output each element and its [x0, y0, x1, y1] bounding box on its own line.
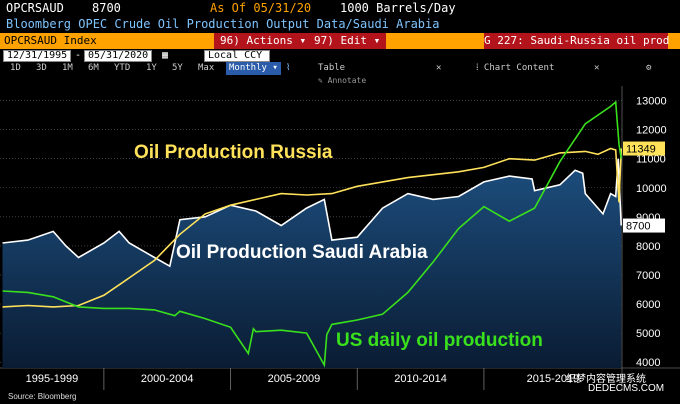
period-max[interactable]: Max: [198, 63, 215, 73]
as-of-date: As Of 05/31/20: [210, 1, 312, 15]
frequency-select[interactable]: Monthly ▾: [226, 62, 281, 75]
y-tick-label: 7000: [636, 270, 660, 282]
date-separator: -: [75, 50, 82, 61]
annotate-button[interactable]: ✎ Annotate: [318, 76, 367, 85]
period-1m[interactable]: 1M: [62, 63, 73, 73]
ticker-label: OPCRSAUD: [6, 1, 64, 15]
saudi-last-value: 8700: [626, 221, 650, 233]
date-controls: 12/31/1995 - 05/31/2020 ▦ Local CCY: [0, 49, 680, 62]
function-toolbar: OPCRSAUD Index 96) Actions ▾ 97) Edit ▾ …: [0, 33, 680, 49]
source-label: Source: Bloomberg: [8, 392, 77, 401]
saudi-last-value-box: [623, 218, 665, 233]
y-tick-label: 12000: [636, 125, 667, 137]
edit-menu[interactable]: 97) Edit ▾: [308, 33, 387, 49]
index-field[interactable]: OPCRSAUD Index: [4, 34, 97, 47]
x-period-label: 2005-2009: [268, 373, 321, 385]
russia-last-value-box: [623, 141, 665, 156]
series-annotations: Oil Production Russia Oil Production Saud…: [134, 142, 543, 351]
description-bar: Bloomberg OPEC Crude Oil Production Outp…: [0, 16, 680, 33]
chevron-down-icon: ▾: [299, 34, 307, 47]
gear-icon[interactable]: ⚙: [646, 63, 652, 73]
actions-label: 96) Actions: [220, 34, 293, 47]
line-chart-icon[interactable]: ⌇: [286, 63, 291, 73]
period-1d[interactable]: 1D: [10, 63, 21, 73]
annotate-bar: ✎ Annotate: [0, 75, 680, 86]
series-annotation: Oil Production Saudi Arabia: [176, 242, 428, 263]
y-tick-label: 13000: [636, 96, 667, 108]
period-1y[interactable]: 1Y: [146, 63, 157, 73]
chart-content-label: Chart Content: [483, 63, 555, 73]
graph-title: G 227: Saudi-Russia oil prod: [484, 33, 670, 49]
us-series-line: [2, 100, 622, 368]
x-axis-periods: 1995-1999 2000-2004 2005-2009 2010-2014 2015…: [26, 368, 580, 390]
annotate-label: Annotate: [327, 76, 367, 85]
period-ytd[interactable]: YTD: [114, 63, 131, 73]
frequency-label: Monthly: [229, 63, 267, 73]
y-tick-label: 11000: [636, 154, 666, 166]
chart-content-menu[interactable]: ⁞ Chart Content: [476, 63, 555, 73]
y-tick-label: 4000: [636, 357, 660, 369]
period-6m[interactable]: 6M: [88, 63, 99, 73]
table-button[interactable]: Table: [318, 63, 346, 73]
calendar-icon[interactable]: ▦: [162, 50, 169, 61]
security-header: OPCRSAUD 8700 As Of 05/31/20 1000 Barrel…: [0, 0, 680, 16]
period-3d[interactable]: 3D: [36, 63, 47, 73]
edit-label: 97) Edit: [314, 34, 367, 47]
saudi-series-line: [2, 158, 622, 268]
russia-last-value: 11349: [626, 144, 656, 156]
y-axis-ticks: 4000500060007000800090001000011000120001…: [636, 96, 667, 370]
currency-select[interactable]: Local CCY: [204, 50, 270, 62]
last-value: 8700: [92, 1, 121, 15]
start-date-field[interactable]: 12/31/1995: [3, 50, 72, 62]
watermark-text: 织梦内容管理系统: [566, 374, 646, 385]
series-annotation: Oil Production Russia: [134, 142, 333, 163]
chevron-down-icon: ▾: [373, 34, 381, 47]
y-tick-label: 6000: [636, 299, 660, 311]
x-period-label: 2010-2014: [394, 373, 447, 385]
watermark-url: DEDECMS.COM: [588, 383, 665, 394]
end-date-field[interactable]: 05/31/2020: [84, 50, 153, 62]
x-period-label: 2015-2019: [527, 373, 580, 385]
period-5y[interactable]: 5Y: [172, 63, 183, 73]
close-icon[interactable]: ✕: [594, 63, 600, 73]
saudi-area-fill: [2, 158, 622, 368]
russia-series-line: [2, 147, 622, 308]
period-toolbar: 1D 3D 1M 6M YTD 1Y 5Y Max Monthly ▾ ⌇ Ta…: [0, 62, 680, 75]
series-annotation: US daily oil production: [336, 330, 543, 351]
series-description: Bloomberg OPEC Crude Oil Production Outp…: [6, 17, 440, 31]
actions-menu[interactable]: 96) Actions ▾: [214, 33, 313, 49]
x-period-label: 1995-1999: [26, 373, 79, 385]
last-value-labels: 11349 8700: [623, 141, 665, 233]
y-tick-label: 10000: [636, 183, 667, 195]
chart-area: 4000500060007000800090001000011000120001…: [0, 86, 680, 390]
x-period-label: 2000-2004: [141, 373, 194, 385]
pointer-left-icon[interactable]: ✕: [436, 63, 442, 73]
y-tick-label: 8000: [636, 241, 660, 253]
units-label: 1000 Barrels/Day: [340, 1, 456, 15]
y-tick-label: 5000: [636, 328, 660, 340]
